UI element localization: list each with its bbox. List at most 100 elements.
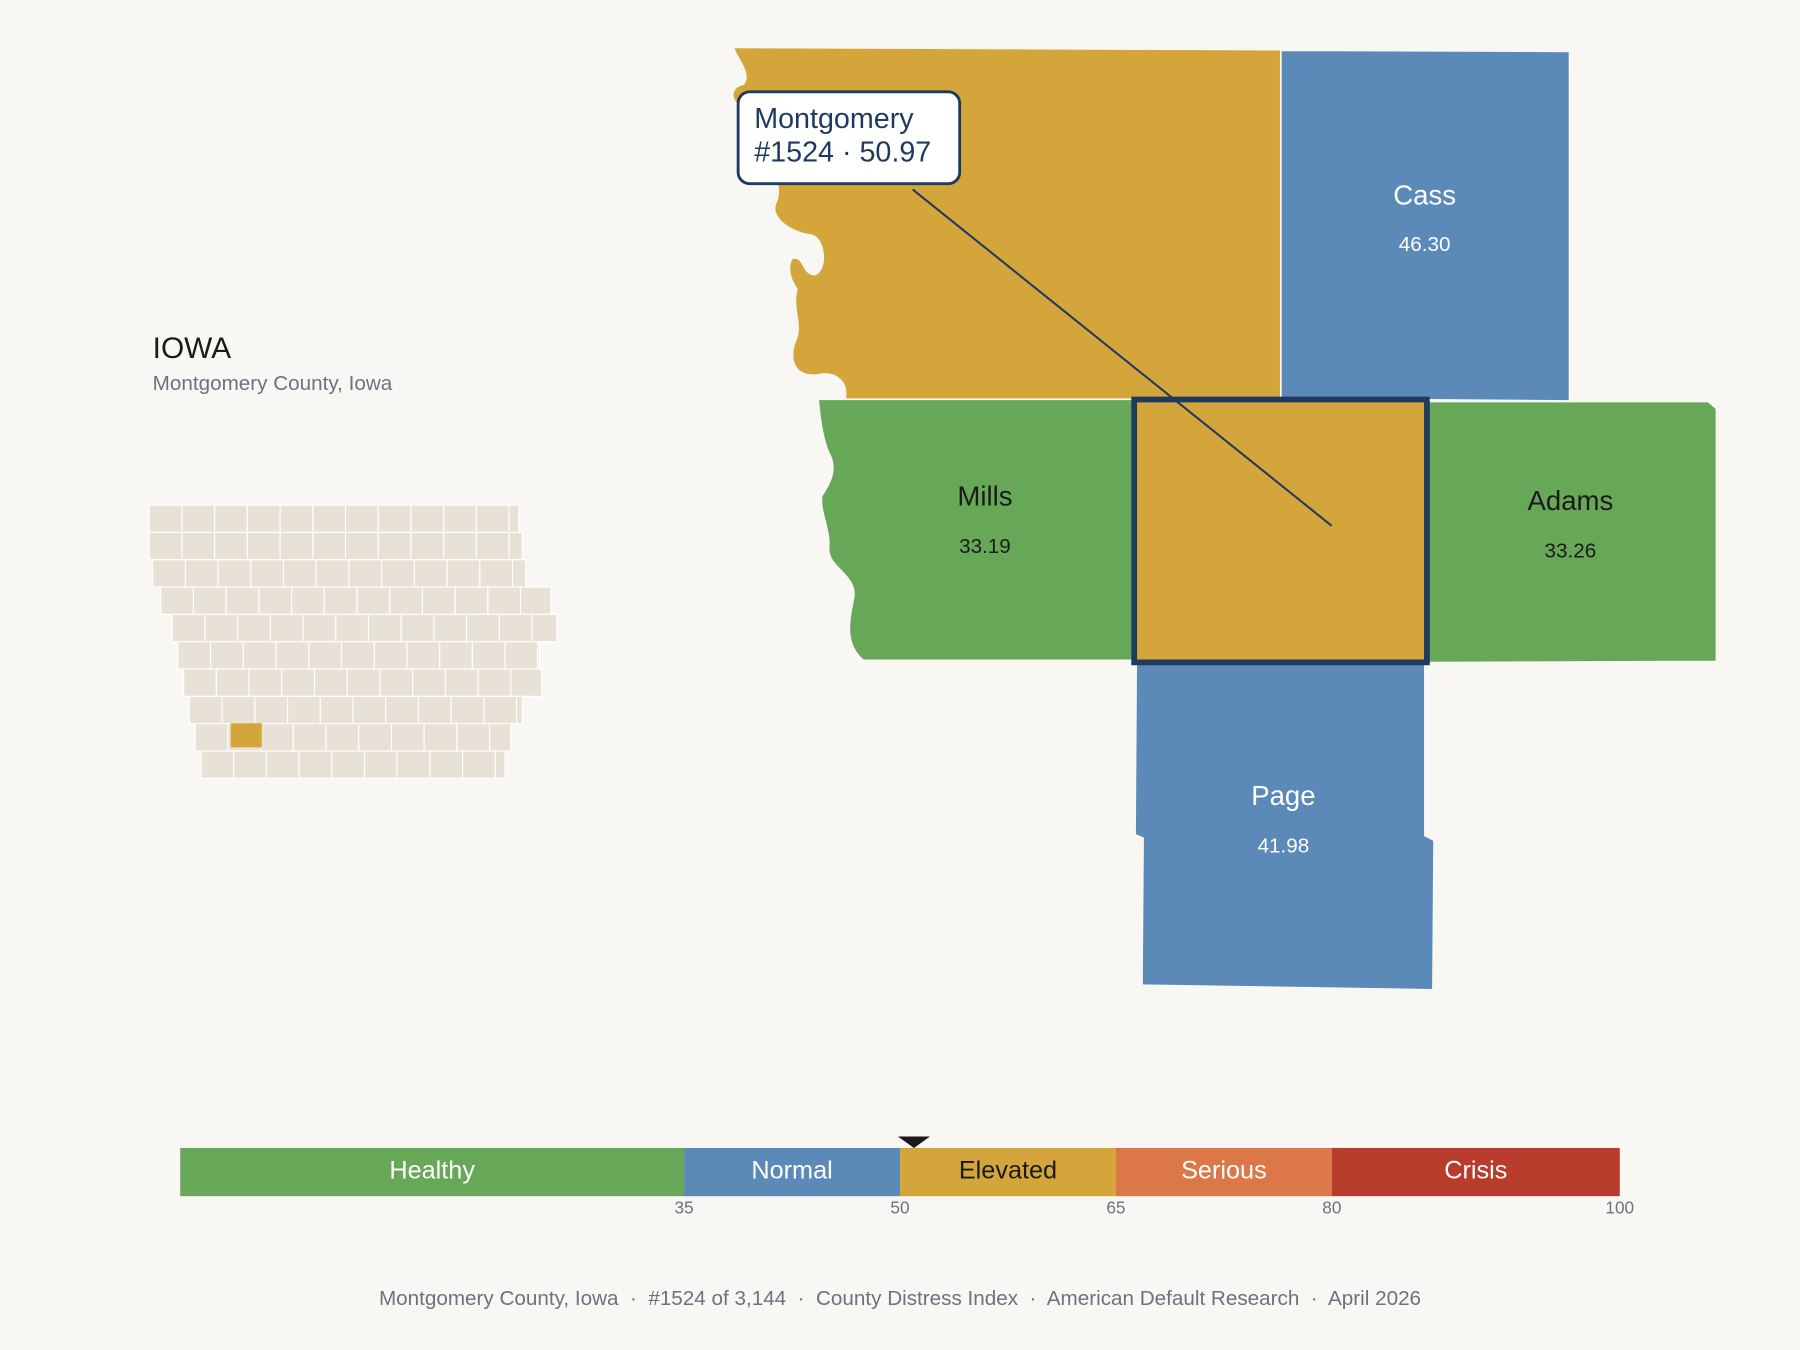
inset-county [443, 531, 477, 561]
inset-county [214, 504, 248, 533]
inset-county [348, 559, 383, 588]
scale-band [1331, 1147, 1620, 1197]
inset-county [389, 586, 424, 615]
inset-county [148, 531, 183, 561]
county [1134, 661, 1435, 991]
inset-county [443, 504, 477, 533]
inset-county [450, 695, 485, 725]
county-name: Cass [1393, 180, 1456, 211]
inset-county [181, 504, 216, 533]
scale-band [1115, 1147, 1332, 1197]
inset-county [279, 531, 314, 561]
inset-county [260, 723, 294, 752]
inset-county [471, 641, 506, 670]
inset-county [312, 504, 347, 533]
inset-county [344, 531, 379, 561]
selected-county [1131, 396, 1430, 666]
inset-county [250, 559, 285, 588]
inset-county [152, 559, 186, 588]
inset-county [511, 559, 527, 588]
inset-county [400, 613, 435, 643]
inset-county [275, 641, 310, 670]
inset-county [377, 504, 412, 533]
inset-county [312, 531, 347, 561]
inset-county [385, 695, 420, 725]
inset-county [282, 559, 317, 588]
inset-county [215, 668, 250, 697]
inset-county [308, 641, 343, 670]
inset-county [217, 559, 252, 588]
inset-county [406, 641, 441, 670]
inset-county [377, 531, 412, 561]
inset-county [494, 750, 506, 779]
scale-tick-label: 50 [890, 1197, 909, 1217]
inset-county [421, 586, 456, 615]
inset-county [269, 613, 304, 643]
county-value: 41.98 [1258, 835, 1310, 858]
scale-tick-label: 100 [1605, 1197, 1634, 1217]
inset-county [214, 531, 248, 561]
scale-band-label: Healthy [389, 1157, 475, 1185]
inset-county [462, 750, 496, 779]
inset-county [242, 641, 277, 670]
scale-tick-label: 35 [674, 1197, 693, 1217]
inset-county [248, 668, 283, 697]
county-name: Mills [957, 480, 1012, 511]
scale-band [684, 1147, 900, 1197]
inset-county [466, 613, 500, 643]
inset-county [319, 695, 354, 725]
inset-county [313, 668, 348, 697]
county-value: 33.19 [959, 535, 1011, 558]
callout-name: Montgomery [754, 103, 914, 135]
inset-county [265, 750, 300, 779]
inset-county [367, 613, 402, 643]
inset-county [410, 531, 445, 561]
inset-county [315, 559, 350, 588]
inset-county [508, 504, 520, 533]
scale-band-label: Normal [751, 1157, 832, 1185]
inset-county [423, 723, 458, 752]
inset-county [335, 613, 370, 643]
inset-county [483, 695, 518, 725]
scale-band [180, 1147, 685, 1197]
inset-county [184, 559, 219, 588]
inset-county [279, 504, 314, 533]
inset-county [446, 559, 481, 588]
distress-scale: Healthy Normal Elevated Serious Crisis 35 50 65… [180, 1136, 1634, 1217]
inset-county [204, 613, 239, 643]
inset-county [194, 723, 229, 752]
inset-county [379, 668, 414, 697]
inset-county [246, 504, 281, 533]
inset-county [192, 586, 227, 615]
inset-highlight [230, 723, 262, 748]
inset-county [454, 586, 489, 615]
county-name: Adams [1528, 485, 1614, 516]
county-value: 46.30 [1399, 233, 1451, 256]
county [1426, 401, 1717, 663]
inset-county [479, 559, 514, 588]
county-name: Page [1251, 780, 1315, 811]
callout-detail: #1524 · 50.97 [754, 136, 931, 168]
inset-county [475, 531, 510, 561]
inset-county [520, 586, 552, 615]
inset-county [444, 668, 479, 697]
inset-county [286, 695, 321, 725]
inset-county [340, 641, 375, 670]
inset-county [356, 586, 391, 615]
county [1280, 49, 1570, 402]
inset-county [177, 641, 212, 670]
inset-county [475, 504, 510, 533]
inset-county [254, 695, 289, 725]
inset-county [281, 668, 316, 697]
scale-band-label: Serious [1181, 1157, 1267, 1185]
inset-county [396, 750, 431, 779]
inset-county [413, 559, 448, 588]
inset-county [331, 750, 366, 779]
inset-county [439, 641, 473, 670]
inset-county [510, 668, 543, 697]
scale-band-label: Crisis [1444, 1157, 1507, 1185]
inset-county [246, 531, 281, 561]
inset-county [456, 723, 491, 752]
